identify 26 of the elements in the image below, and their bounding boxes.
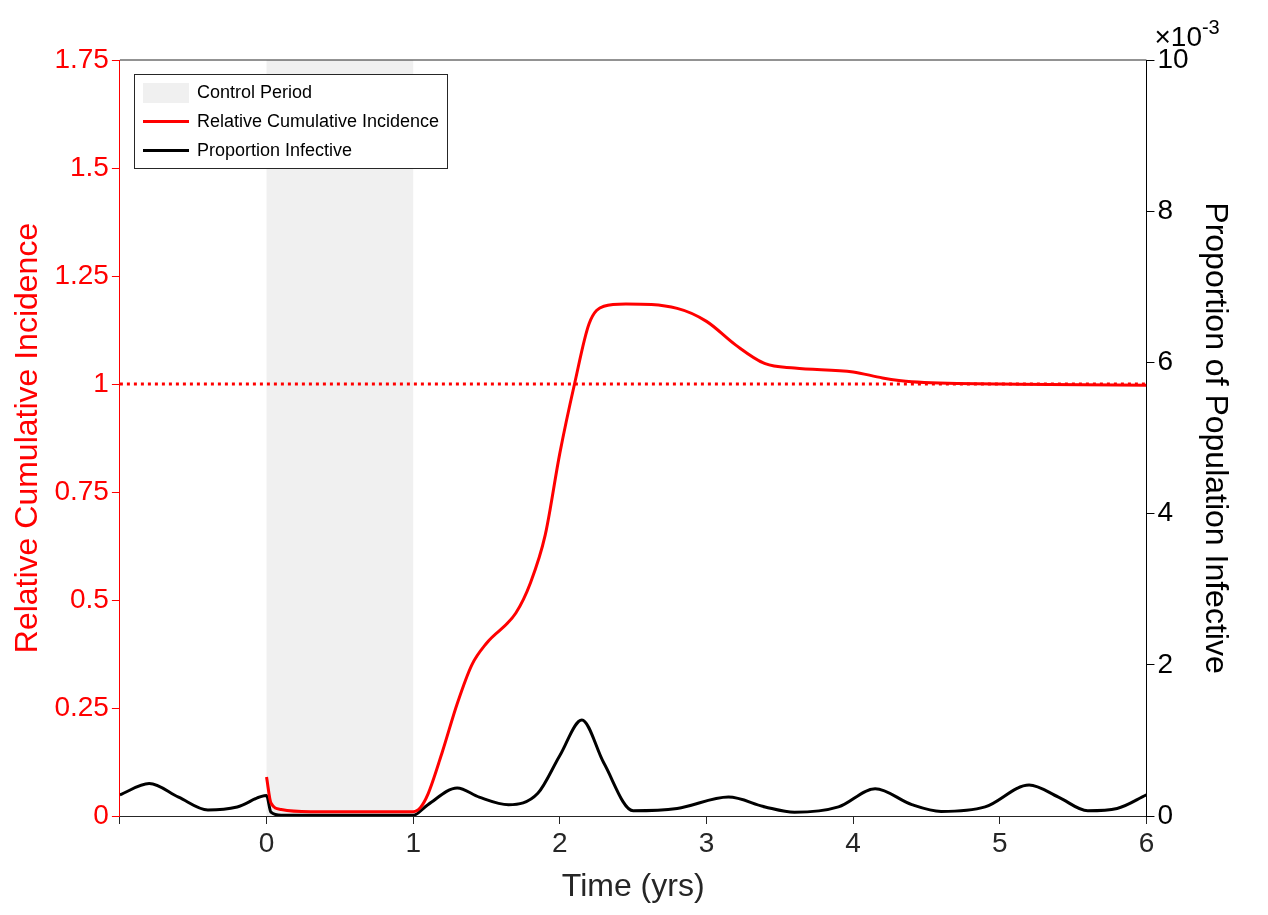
y-tick-label: 1.75	[54, 42, 109, 74]
x-tick-label: 3	[698, 826, 715, 858]
y2-tick-label: 2	[1157, 647, 1174, 679]
y-tick-label: 1.25	[54, 258, 109, 290]
x-axis-title: Time (yrs)	[561, 866, 705, 903]
y2-tick-label: 0	[1157, 798, 1174, 830]
y2-tick-label: 4	[1157, 496, 1174, 528]
y2-tick-label: 6	[1157, 345, 1174, 377]
y-axis-title: Relative Cumulative Incidence	[8, 222, 45, 654]
y-tick-label: 0.25	[54, 690, 109, 722]
legend-label: Proportion Infective	[196, 140, 352, 161]
y-tick-label: 1.5	[69, 150, 109, 182]
x-tick-label: 6	[1138, 826, 1155, 858]
y-tick-label: 1	[93, 366, 109, 398]
x-tick-label: 4	[845, 826, 861, 858]
y-tick-label: 0.75	[54, 474, 109, 506]
y-tick-label: 0.5	[69, 582, 109, 614]
x-tick-label: 0	[258, 826, 275, 858]
band-label: Control Period	[196, 82, 312, 103]
legend-label: Relative Cumulative Incidence	[196, 111, 440, 132]
y-tick-label: 0	[93, 798, 109, 830]
x-tick-label: 5	[992, 826, 1008, 858]
y2-axis-title: Proportion of Population Infective	[1198, 202, 1235, 674]
x-tick-label: 2	[552, 826, 568, 858]
x-tick-label: 1	[405, 826, 421, 858]
y2-tick-label: 8	[1157, 193, 1174, 225]
